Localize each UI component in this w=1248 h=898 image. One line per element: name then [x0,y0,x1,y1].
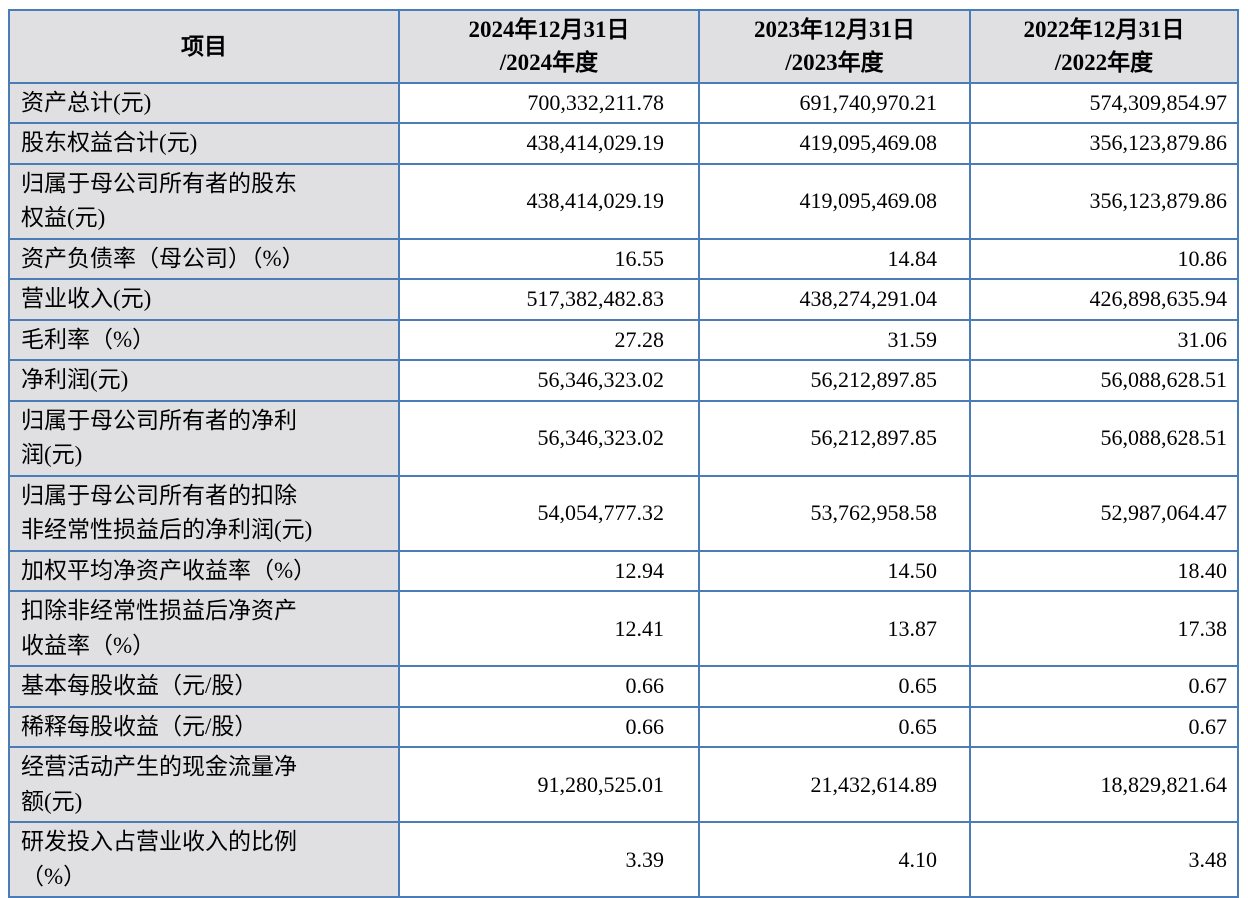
row-label: 归属于母公司所有者的净利 润(元) [8,399,400,477]
row-label: 股东权益合计(元) [8,122,400,165]
row-value-2024: 0.66 [398,705,700,749]
row-value-2022: 0.67 [969,665,1239,708]
row-value-2024: 517,382,482.83 [398,278,700,321]
table-row: 扣除非经常性损益后净资产 收益率（%） 12.41 13.87 17.38 [8,590,1239,668]
row-value-2023: 438,274,291.04 [698,278,971,321]
row-value-2024: 438,414,029.19 [398,162,700,240]
row-value-2024: 56,346,323.02 [398,359,700,402]
row-value-2023: 13.87 [698,590,971,668]
row-value-2023: 14.50 [698,549,971,593]
row-value-2024: 0.66 [398,665,700,708]
row-label: 经营活动产生的现金流量净 额(元) [8,746,400,824]
table-row: 资产负债率（母公司）（%） 16.55 14.84 10.86 [8,237,1239,281]
row-label: 毛利率（%） [8,318,400,362]
row-value-2023: 419,095,469.08 [698,162,971,240]
table-row: 毛利率（%） 27.28 31.59 31.06 [8,318,1239,362]
row-value-2024: 54,054,777.32 [398,474,700,552]
row-value-2024: 56,346,323.02 [398,399,700,477]
row-value-2024: 700,332,211.78 [398,81,700,125]
row-label: 加权平均净资产收益率（%） [8,549,400,593]
row-value-2023: 14.84 [698,237,971,281]
row-value-2022: 10.86 [969,237,1239,281]
row-value-2023: 419,095,469.08 [698,122,971,165]
table-row: 归属于母公司所有者的股东 权益(元) 438,414,029.19 419,095,… [8,162,1239,240]
document-page: 项目 2024年12月31日 /2024年度 2023年12月31日 /2023… [0,9,1248,898]
row-value-2022: 3.48 [969,821,1239,898]
row-value-2024: 12.94 [398,549,700,593]
table-row: 归属于母公司所有者的扣除 非经常性损益后的净利润(元) 54,054,777.32… [8,474,1239,552]
row-label: 资产总计(元) [8,81,400,125]
row-label: 净利润(元) [8,359,400,402]
row-label: 扣除非经常性损益后净资产 收益率（%） [8,590,400,668]
row-value-2022: 574,309,854.97 [969,81,1239,125]
table-row: 股东权益合计(元) 438,414,029.19 419,095,469.08 356… [8,122,1239,165]
row-value-2022: 426,898,635.94 [969,278,1239,321]
header-period-2023: 2023年12月31日 /2023年度 [698,9,971,84]
table-row: 经营活动产生的现金流量净 额(元) 91,280,525.01 21,432,614… [8,746,1239,824]
row-value-2024: 12.41 [398,590,700,668]
row-label: 资产负债率（母公司）（%） [8,237,400,281]
row-value-2023: 21,432,614.89 [698,746,971,824]
header-period-2022: 2022年12月31日 /2022年度 [969,9,1239,84]
row-value-2023: 691,740,970.21 [698,81,971,125]
table-body: 资产总计(元) 700,332,211.78 691,740,970.21 574,3… [8,81,1239,898]
row-label: 归属于母公司所有者的扣除 非经常性损益后的净利润(元) [8,474,400,552]
row-value-2022: 18.40 [969,549,1239,593]
row-value-2022: 356,123,879.86 [969,122,1239,165]
row-value-2024: 91,280,525.01 [398,746,700,824]
table-row: 净利润(元) 56,346,323.02 56,212,897.85 56,088,6… [8,359,1239,402]
row-label: 基本每股收益（元/股） [8,665,400,708]
row-value-2024: 3.39 [398,821,700,898]
row-value-2023: 4.10 [698,821,971,898]
row-value-2022: 356,123,879.86 [969,162,1239,240]
row-value-2022: 17.38 [969,590,1239,668]
table-row: 归属于母公司所有者的净利 润(元) 56,346,323.02 56,212,897… [8,399,1239,477]
row-value-2022: 56,088,628.51 [969,359,1239,402]
row-label: 研发投入占营业收入的比例 （%） [8,821,400,898]
row-value-2022: 31.06 [969,318,1239,362]
row-value-2022: 0.67 [969,705,1239,749]
table-row: 基本每股收益（元/股） 0.66 0.65 0.67 [8,665,1239,708]
header-period-2024: 2024年12月31日 /2024年度 [398,9,700,84]
row-value-2022: 18,829,821.64 [969,746,1239,824]
table-row: 加权平均净资产收益率（%） 12.94 14.50 18.40 [8,549,1239,593]
row-value-2024: 16.55 [398,237,700,281]
table-row: 稀释每股收益（元/股） 0.66 0.65 0.67 [8,705,1239,749]
row-value-2023: 31.59 [698,318,971,362]
table-header-row: 项目 2024年12月31日 /2024年度 2023年12月31日 /2023… [8,9,1239,84]
row-value-2023: 0.65 [698,665,971,708]
table-row: 营业收入(元) 517,382,482.83 438,274,291.04 426,8… [8,278,1239,321]
row-value-2023: 0.65 [698,705,971,749]
row-value-2022: 52,987,064.47 [969,474,1239,552]
table-row: 资产总计(元) 700,332,211.78 691,740,970.21 574,3… [8,81,1239,125]
row-label: 稀释每股收益（元/股） [8,705,400,749]
financial-summary-table: 项目 2024年12月31日 /2024年度 2023年12月31日 /2023… [8,9,1239,898]
row-value-2023: 56,212,897.85 [698,359,971,402]
row-value-2024: 438,414,029.19 [398,122,700,165]
table-row: 研发投入占营业收入的比例 （%） 3.39 4.10 3.48 [8,821,1239,898]
row-value-2023: 53,762,958.58 [698,474,971,552]
row-label: 营业收入(元) [8,278,400,321]
row-value-2024: 27.28 [398,318,700,362]
row-value-2023: 56,212,897.85 [698,399,971,477]
header-item-column: 项目 [8,9,400,84]
row-value-2022: 56,088,628.51 [969,399,1239,477]
row-label: 归属于母公司所有者的股东 权益(元) [8,162,400,240]
